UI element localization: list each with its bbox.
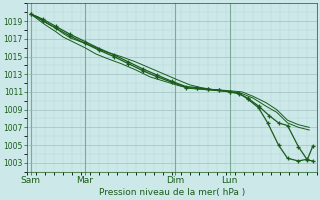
X-axis label: Pression niveau de la mer( hPa ): Pression niveau de la mer( hPa ) bbox=[99, 188, 245, 197]
